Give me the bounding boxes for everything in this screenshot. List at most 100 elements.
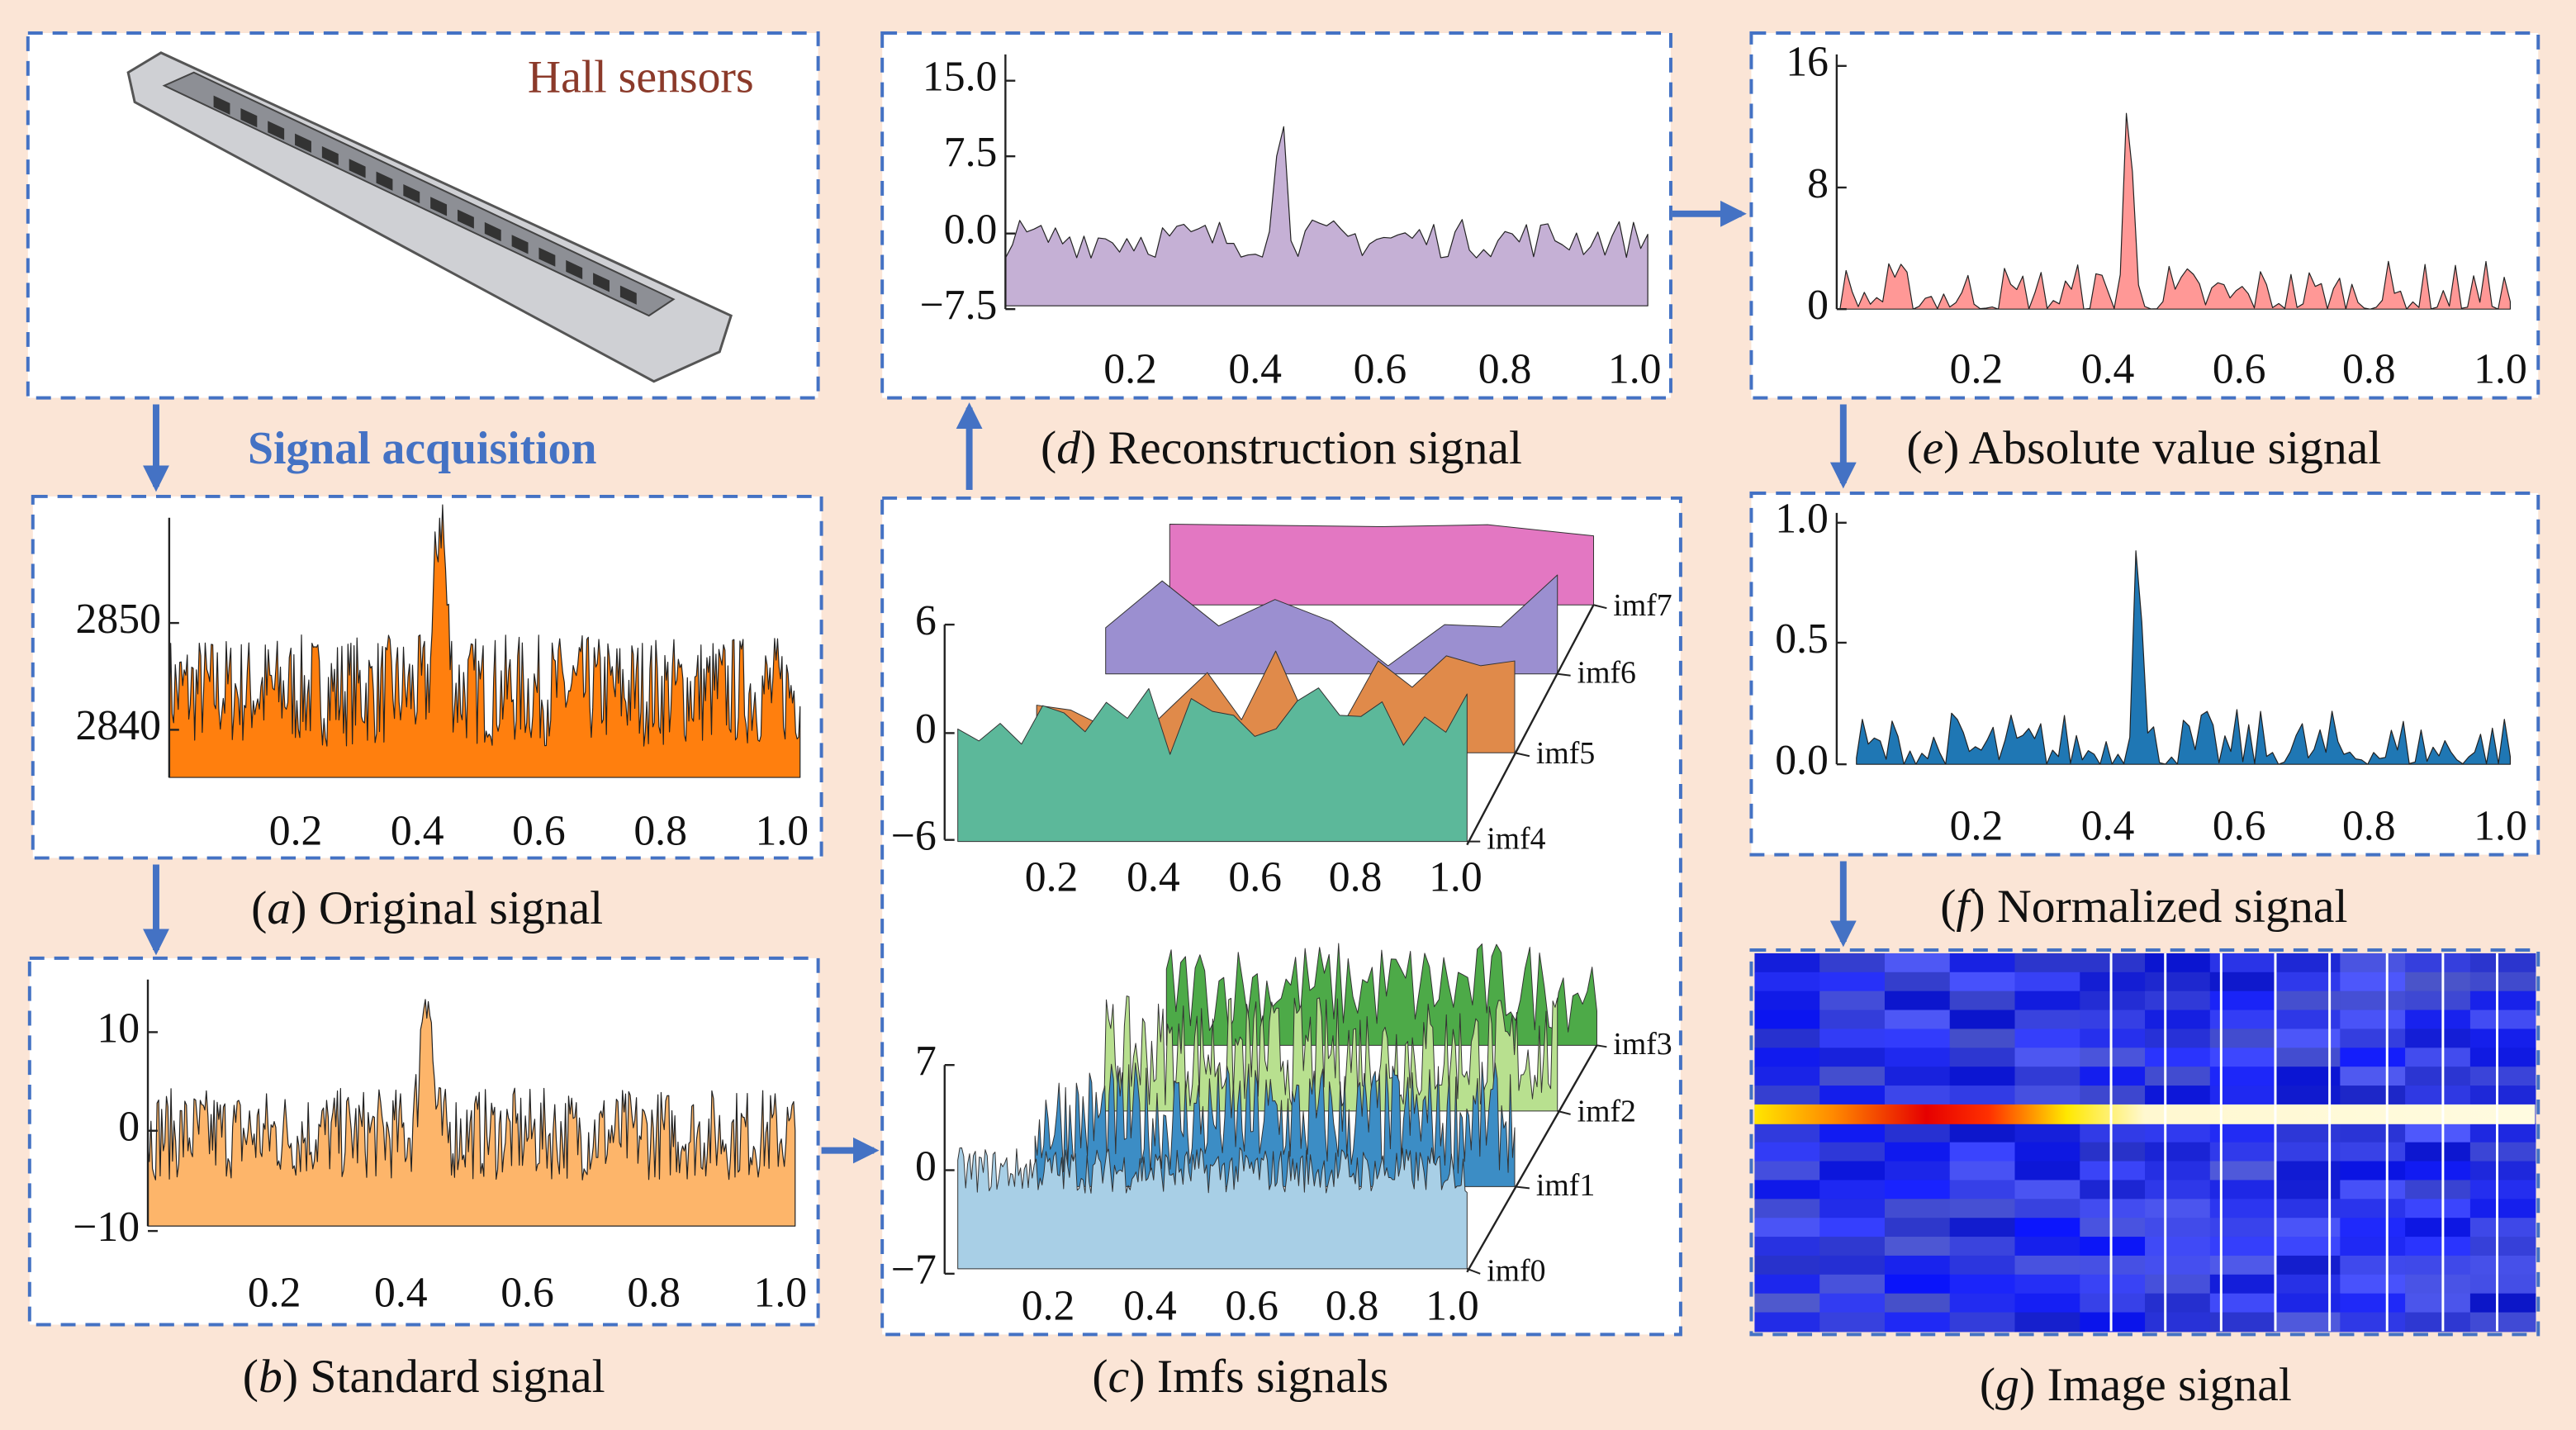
heat-cell [2145,1010,2211,1030]
heat-cell [2469,1142,2536,1162]
heat-cell [2405,1218,2471,1238]
x-tick-label: 0.6 [2213,803,2266,850]
heat-cell [1754,972,1820,992]
caption: (e) Absolute value signal [1906,422,2381,474]
heat-cell [2469,1218,2536,1238]
heat-cell [2080,1274,2146,1295]
heat-cell [2469,1180,2536,1200]
heat-cell [1949,1199,2016,1219]
heat-cell [2145,1142,2211,1162]
heat-cell [2469,1312,2536,1333]
heat-cell [1884,1293,1951,1314]
depth-tick [1514,1185,1530,1190]
heat-cell [2469,972,2536,992]
heat-cell [2080,1293,2146,1314]
sensor-chip [376,171,393,191]
heat-cell [2275,1086,2341,1105]
caption: (a) Original signal [251,882,603,934]
x-tick-label: 0.8 [2342,803,2396,850]
heat-cell [2145,1048,2211,1068]
x-tick-label: 0.2 [1025,853,1079,900]
heat-cell [2469,1255,2536,1276]
heat-cell [2014,1010,2081,1030]
y-tick-label: 0.0 [944,207,998,254]
x-tick-label: 1.0 [2474,803,2527,850]
x-tick-label: 0.4 [2081,346,2135,393]
hall-label: Hall sensors [528,52,754,103]
heat-cell [2275,1010,2341,1030]
heat-cell [2275,1293,2341,1314]
signal-area [1169,524,1594,606]
heat-cell [2340,1237,2406,1257]
y-tick-label: 7.5 [944,129,998,176]
x-tick-label: 0.4 [1228,346,1282,393]
y-tick-label: 0 [1807,282,1829,329]
heat-cell [1754,1067,1820,1087]
heat-cell [1819,1161,1886,1181]
heat-cell [1884,1123,1951,1143]
heat-cell [2080,1142,2146,1162]
heat-cell [2405,1180,2471,1200]
caption-part: ( [251,882,267,934]
caption-part: ) Original signal [291,882,603,934]
heat-cell [1819,1086,1886,1105]
sensor-chip [566,259,583,280]
heat-cell [2209,1312,2276,1333]
heat-cell [2145,1029,2211,1049]
heat-cell [2080,1086,2146,1105]
heat-cell [2275,1237,2341,1257]
heat-cell [2080,1029,2146,1049]
heat-cell [1949,1312,2016,1333]
heat-cell [1884,972,1951,992]
depth-tick [1557,672,1571,677]
x-tick-label: 1.0 [1429,853,1483,900]
heat-cell [1754,1293,1820,1314]
heat-cell [1949,1161,2016,1181]
heat-cell [2014,1293,2081,1314]
heat-cell [1819,1199,1886,1219]
y-tick-label: −7.5 [920,282,998,329]
heat-cell [2080,1199,2146,1219]
heat-cell [2209,1199,2276,1219]
heat-cell [2014,1199,2081,1219]
sensor-chip [403,183,420,204]
layer-label: imf1 [1536,1168,1595,1203]
heat-cell [2145,1218,2211,1238]
sensor-chip [430,197,448,216]
heat-cell [1949,1123,2016,1143]
heat-cell [2145,1123,2211,1143]
heat-cell [2014,991,2081,1011]
y-tick-label: 0 [915,1143,937,1190]
heat-cell [2145,1086,2211,1105]
heat-cell [2405,1010,2471,1030]
heat-cell [1819,1274,1886,1295]
heat-cell [2145,1293,2211,1314]
x-tick-label: 0.2 [1103,346,1157,393]
heat-cell [2405,972,2471,992]
heat-cell [2209,1255,2276,1276]
heat-cell [2405,1255,2471,1276]
signal-area [957,687,1468,843]
heat-cell [2340,972,2406,992]
heat-cell [1884,1180,1951,1200]
heat-cell [2014,1180,2081,1200]
caption-part: ) Image signal [2019,1359,2292,1411]
heat-cell [2014,1142,2081,1162]
y-tick-label: 15.0 [923,54,997,101]
x-tick-label: 0.6 [512,808,566,855]
x-tick-label: 0.4 [391,808,444,855]
heat-cell [2405,1048,2471,1068]
heat-cell [2014,972,2081,992]
heat-cell [2209,1142,2276,1162]
heat-cell [1884,1142,1951,1162]
heat-cell [1949,991,2016,1011]
heat-cell [1754,1274,1820,1295]
heat-cell [1884,1067,1951,1087]
heat-cell [1949,1010,2016,1030]
heat-cell [1949,1180,2016,1200]
heat-cell [2469,1199,2536,1219]
heat-cell [2275,1199,2341,1219]
heat-cell [1949,1029,2016,1049]
signal-area [1105,574,1558,675]
heat-cell [1754,1048,1820,1068]
